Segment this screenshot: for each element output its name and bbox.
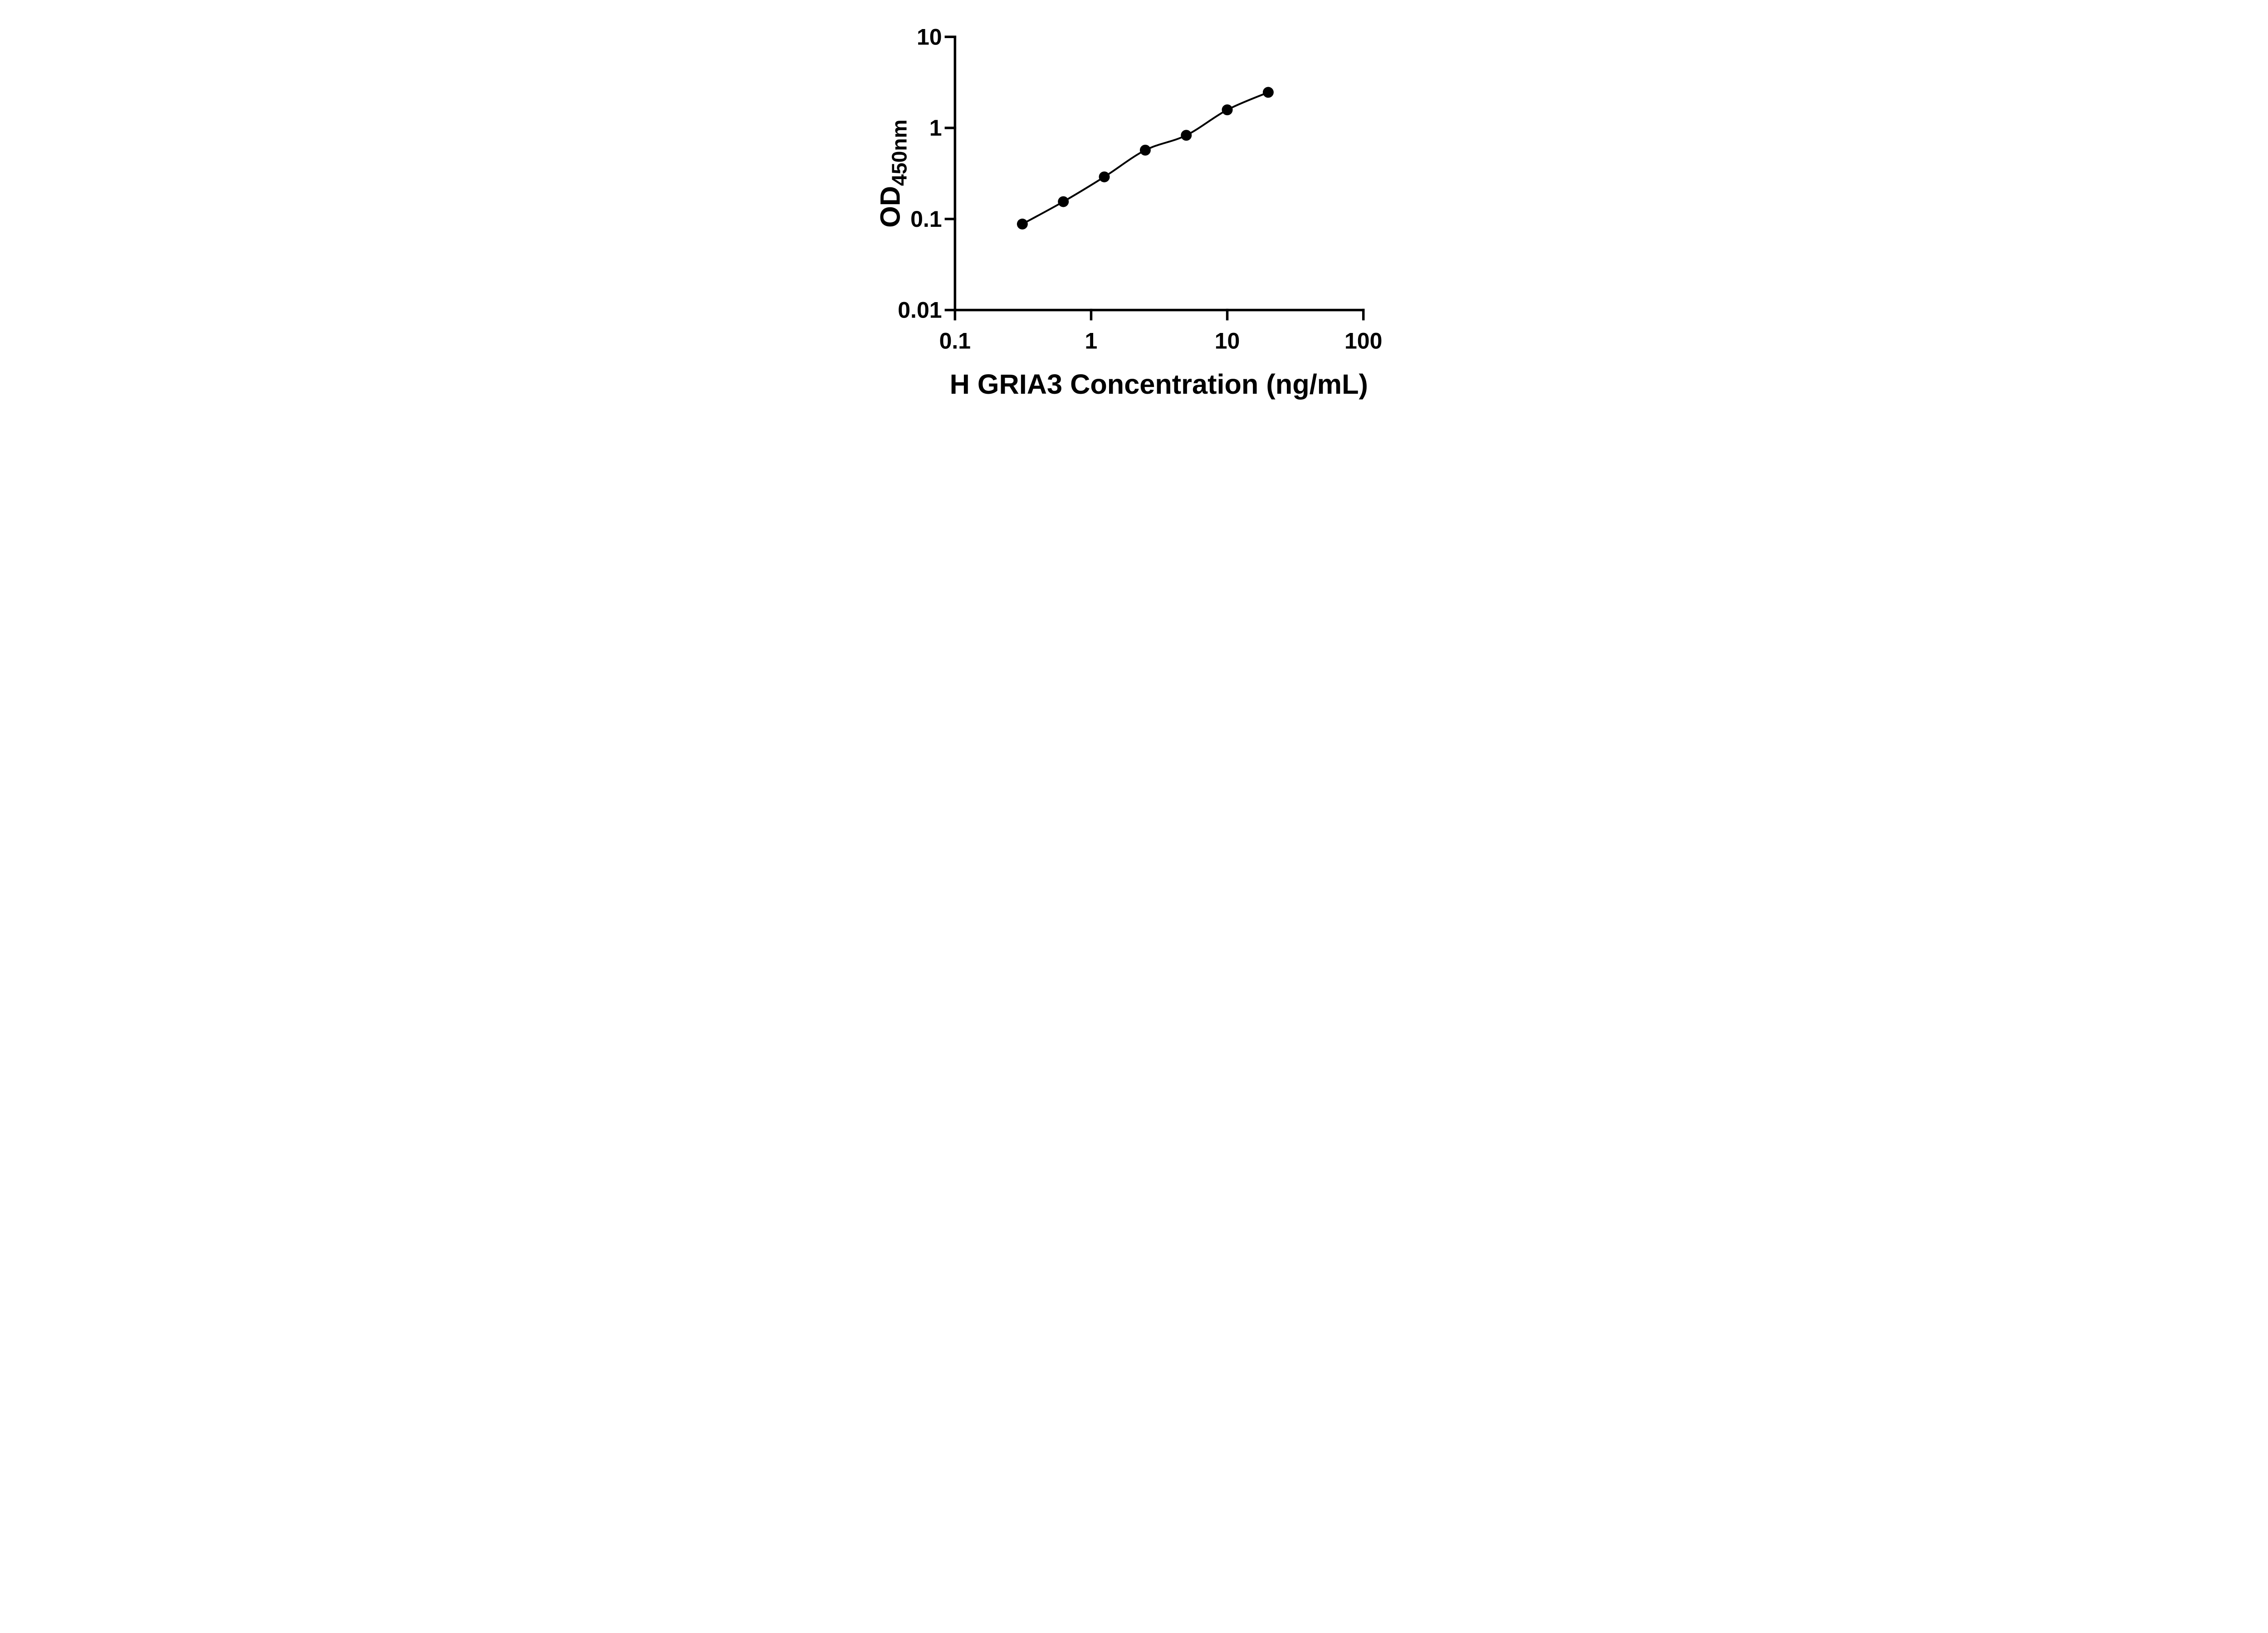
y-axis-title-subscript: 450nm [887,119,911,186]
y-tick-label: 0.01 [898,298,942,323]
y-axis-title-main: OD [875,186,905,228]
elisa-standard-curve-figure: 0.01 0.1 1 10 0.1 1 10 100 H GRIA3 Concentratio… [842,0,1426,409]
x-tick-label: 100 [1344,328,1382,354]
y-tick-label: 0.1 [910,206,942,232]
data-point [1139,145,1151,156]
x-tick-label: 0.1 [939,328,971,354]
x-axis-title: H GRIA3 Concentration (ng/mL) [950,369,1368,400]
y-axis-title: OD450nm [875,119,911,227]
data-point [1222,104,1233,116]
data-series-layer [1017,87,1274,230]
axes-layer: 0.01 0.1 1 10 0.1 1 10 100 [898,24,1382,353]
x-tick-label: 1 [1085,328,1098,354]
data-point [1181,130,1192,141]
data-point [1058,196,1069,207]
x-tick-label: 10 [1215,328,1240,354]
data-point [1099,171,1110,182]
y-tick-label: 10 [917,24,942,49]
data-point [1017,218,1028,230]
data-point [1262,87,1274,98]
y-tick-label: 1 [929,115,942,141]
elisa-standard-curve-chart: 0.01 0.1 1 10 0.1 1 10 100 H GRIA3 Concentratio… [842,0,1426,409]
